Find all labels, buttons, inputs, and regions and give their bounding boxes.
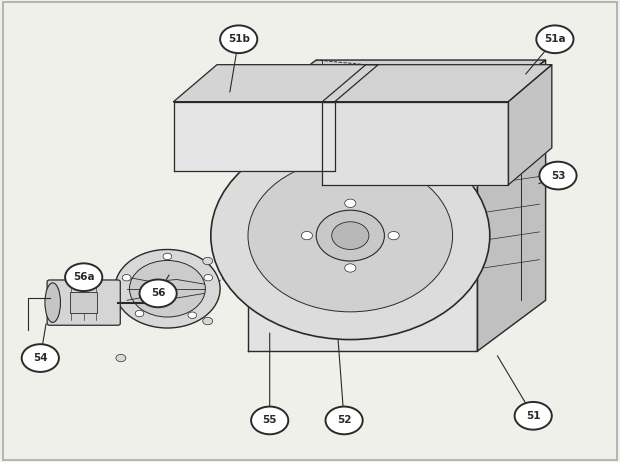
Circle shape	[251, 407, 288, 434]
Text: 55: 55	[262, 415, 277, 426]
FancyBboxPatch shape	[47, 280, 120, 325]
Circle shape	[204, 274, 213, 281]
Circle shape	[22, 344, 59, 372]
Circle shape	[326, 407, 363, 434]
Polygon shape	[508, 65, 552, 185]
Circle shape	[345, 199, 356, 207]
FancyBboxPatch shape	[70, 292, 97, 313]
Polygon shape	[322, 102, 508, 185]
Circle shape	[345, 264, 356, 272]
Polygon shape	[248, 111, 477, 351]
Circle shape	[388, 231, 399, 240]
Circle shape	[332, 222, 369, 249]
Circle shape	[539, 162, 577, 189]
Circle shape	[135, 310, 144, 317]
Circle shape	[316, 210, 384, 261]
Circle shape	[130, 261, 205, 317]
Circle shape	[211, 132, 490, 340]
Circle shape	[203, 257, 213, 265]
Circle shape	[536, 25, 574, 53]
Polygon shape	[174, 102, 335, 171]
Circle shape	[220, 25, 257, 53]
Circle shape	[122, 274, 131, 281]
Text: 56: 56	[151, 288, 166, 298]
Text: 51a: 51a	[544, 34, 565, 44]
Text: 56a: 56a	[73, 272, 94, 282]
Circle shape	[116, 354, 126, 362]
Circle shape	[140, 280, 177, 307]
Text: 51: 51	[526, 411, 541, 421]
Circle shape	[188, 312, 197, 318]
Circle shape	[301, 231, 312, 240]
Text: 52: 52	[337, 415, 352, 426]
Ellipse shape	[45, 283, 61, 322]
Circle shape	[65, 263, 102, 291]
Circle shape	[203, 317, 213, 325]
Text: eReplacementParts.com: eReplacementParts.com	[229, 238, 391, 251]
Text: 53: 53	[551, 170, 565, 181]
Polygon shape	[322, 65, 552, 102]
Text: 54: 54	[33, 353, 48, 363]
Polygon shape	[477, 60, 546, 351]
Circle shape	[163, 253, 172, 260]
Circle shape	[248, 159, 453, 312]
Circle shape	[115, 249, 220, 328]
Polygon shape	[174, 65, 378, 102]
Text: 51b: 51b	[228, 34, 250, 44]
Circle shape	[515, 402, 552, 430]
Polygon shape	[248, 60, 546, 111]
